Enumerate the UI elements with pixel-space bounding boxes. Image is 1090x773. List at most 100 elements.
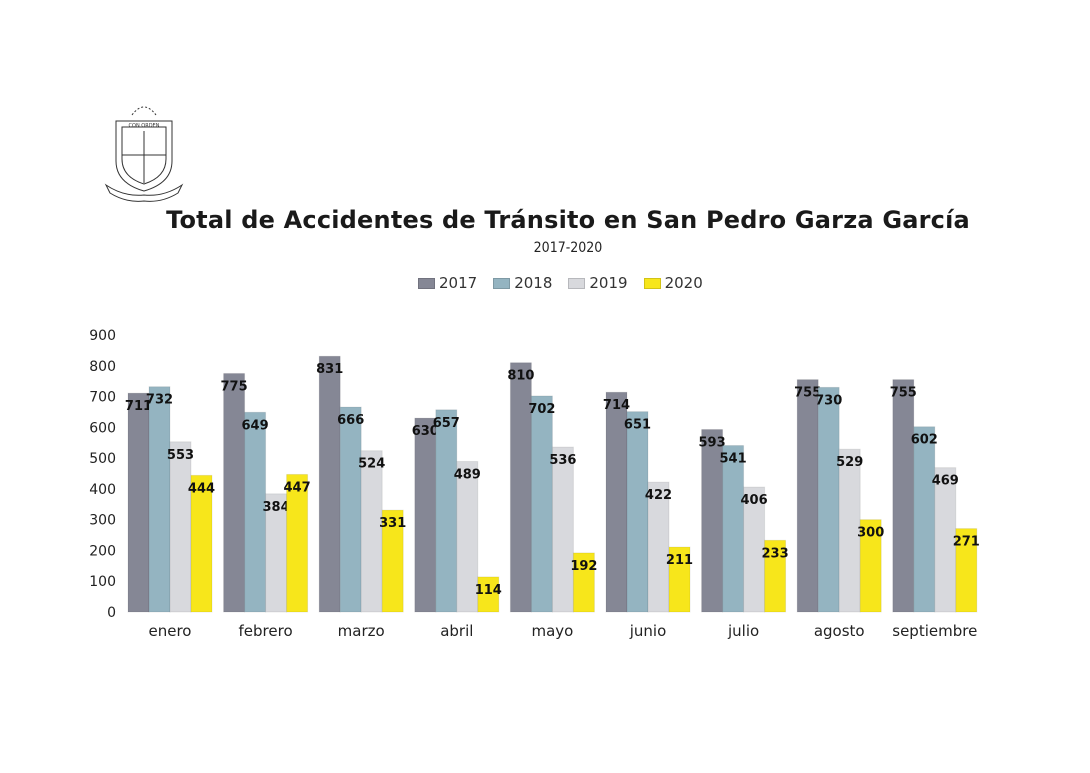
data-label: 651: [624, 418, 651, 433]
x-category-label: febrero: [239, 622, 293, 640]
data-label: 444: [188, 481, 215, 496]
y-tick-label: 800: [89, 359, 116, 375]
data-label: 711: [125, 399, 152, 414]
data-label: 657: [433, 416, 460, 431]
y-tick-label: 200: [89, 543, 116, 559]
data-label: 406: [741, 493, 768, 508]
y-tick-label: 900: [89, 328, 116, 344]
y-tick-label: 700: [89, 390, 116, 406]
y-tick-label: 0: [107, 605, 116, 621]
data-label: 630: [412, 424, 439, 439]
bar-2019-marzo: [360, 450, 383, 613]
x-category-label: enero: [149, 622, 192, 640]
data-label: 702: [528, 402, 555, 417]
data-label: 331: [379, 516, 406, 531]
data-label: 602: [911, 433, 938, 448]
bar-2017-agosto: [796, 379, 819, 613]
data-label: 649: [242, 418, 269, 433]
y-tick-label: 300: [89, 513, 116, 529]
bar-2017-enero: [127, 392, 150, 613]
bar-2017-septiembre: [892, 379, 915, 613]
legend-swatch: [418, 277, 435, 289]
data-label: 730: [815, 393, 842, 408]
data-label: 775: [221, 379, 248, 394]
bar-2018-enero: [148, 386, 171, 613]
legend-swatch: [568, 277, 586, 289]
y-tick-label: 500: [89, 451, 116, 467]
bar-2020-febrero: [286, 473, 309, 613]
x-category-label: septiembre: [892, 622, 977, 640]
legend-item-2017: 2017: [418, 274, 477, 292]
bar-2018-mayo: [530, 395, 553, 613]
legend-label: 2018: [514, 274, 553, 292]
data-label: 524: [358, 457, 385, 472]
bar-2020-septiembre: [955, 528, 978, 613]
chart-title: Total de Accidentes de Tránsito en San P…: [166, 206, 970, 234]
legend-item-2020: 2020: [643, 274, 703, 292]
chart-subtitle: 2017-2020: [533, 240, 603, 256]
data-label: 529: [836, 455, 863, 470]
legend-label: 2020: [664, 274, 703, 292]
data-label: 831: [316, 362, 343, 377]
y-tick-label: 100: [89, 574, 116, 590]
bar-2020-junio: [668, 546, 691, 613]
bar-2018-septiembre: [913, 426, 936, 613]
legend-label: 2017: [439, 274, 478, 292]
data-label: 755: [794, 386, 821, 401]
data-label: 211: [666, 553, 693, 568]
data-label: 593: [699, 435, 726, 450]
bar-2020-mayo: [572, 552, 595, 613]
svg-text:CON ORDEN: CON ORDEN: [129, 123, 160, 129]
data-label: 192: [570, 559, 597, 574]
bar-2017-abril: [414, 417, 437, 613]
coat-of-arms-logo: CON ORDEN: [104, 106, 184, 202]
bar-2018-abril: [435, 409, 458, 613]
bar-2017-marzo: [318, 355, 341, 613]
bar-2018-agosto: [817, 386, 840, 613]
bar-2017-febrero: [223, 372, 246, 613]
data-label: 755: [890, 386, 917, 401]
data-label: 810: [507, 369, 534, 384]
legend-swatch: [643, 277, 661, 289]
chart-legend: 2017 2018 2019 2020: [418, 274, 703, 292]
legend-item-2019: 2019: [568, 274, 628, 292]
data-label: 553: [167, 448, 194, 463]
bar-2020-marzo: [381, 509, 404, 613]
bar-2019-mayo: [551, 446, 574, 613]
data-label: 469: [932, 474, 959, 489]
bar-2020-julio: [764, 539, 787, 613]
x-category-label: junio: [629, 622, 667, 640]
bar-2017-mayo: [509, 362, 532, 613]
x-category-label: mayo: [531, 622, 573, 640]
bar-2019-abril: [456, 460, 479, 613]
data-label: 666: [337, 413, 364, 428]
data-label: 114: [475, 583, 502, 598]
x-category-label: abril: [440, 622, 473, 640]
bar-2020-abril: [477, 576, 500, 613]
data-label: 489: [454, 467, 481, 482]
bar-2018-julio: [722, 444, 745, 613]
data-label: 422: [645, 488, 672, 503]
x-category-label: agosto: [814, 622, 865, 640]
data-label: 732: [146, 393, 173, 408]
legend-item-2018: 2018: [493, 274, 552, 292]
data-label: 300: [857, 526, 884, 541]
data-label: 271: [953, 535, 980, 550]
data-label: 541: [720, 451, 747, 466]
bar-2020-enero: [190, 474, 213, 613]
y-tick-label: 600: [89, 420, 116, 436]
data-label: 233: [762, 546, 789, 561]
x-category-label: marzo: [338, 622, 385, 640]
bar-2018-junio: [626, 411, 649, 613]
x-category-label: julio: [727, 622, 759, 640]
data-label: 447: [284, 480, 311, 495]
legend-label: 2019: [589, 274, 628, 292]
bar-2020-agosto: [859, 519, 882, 613]
data-label: 714: [603, 398, 630, 413]
data-label: 536: [549, 453, 576, 468]
bar-2019-enero: [169, 441, 192, 613]
data-label: 384: [263, 500, 290, 515]
legend-swatch: [493, 277, 511, 289]
y-tick-label: 400: [89, 482, 116, 498]
